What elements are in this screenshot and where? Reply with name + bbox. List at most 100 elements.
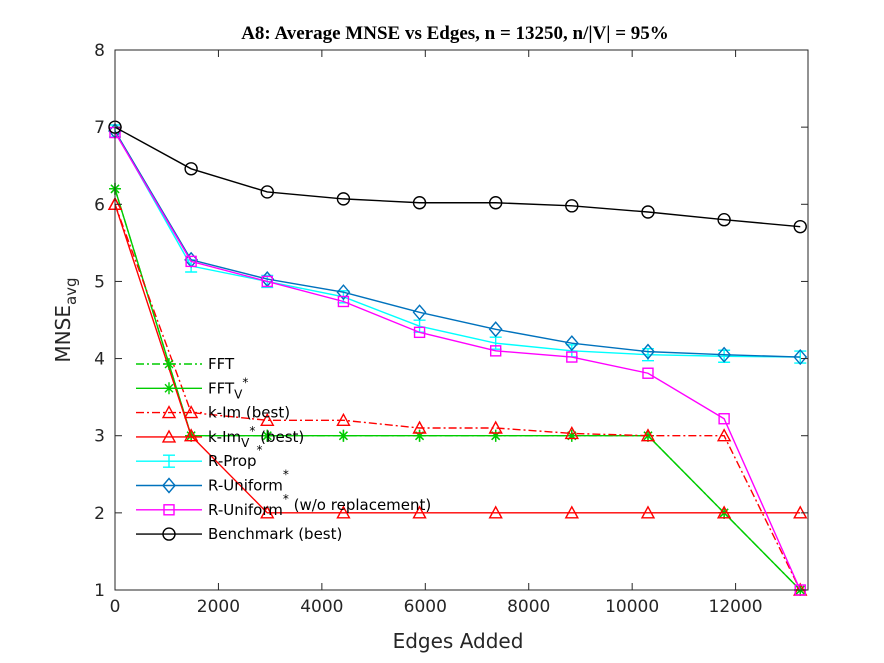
legend-label-name: FFT <box>208 379 235 397</box>
data-point <box>641 343 655 360</box>
legend-label-name-sub: V <box>241 436 250 450</box>
x-tick-label: 2000 <box>197 597 240 617</box>
series-line <box>114 130 801 358</box>
y-axis-label-sub: avg <box>62 277 80 305</box>
series-line <box>114 204 801 514</box>
data-point <box>163 454 175 468</box>
x-axis-label: Edges Added <box>393 629 524 653</box>
data-point <box>184 162 198 176</box>
y-axis-label: MNSEavg <box>51 277 80 362</box>
data-point <box>488 196 503 210</box>
data-point <box>336 192 351 206</box>
data-point <box>162 527 176 541</box>
y-tick-label: 2 <box>94 504 105 524</box>
data-point <box>260 412 275 426</box>
series-6 <box>109 126 806 596</box>
legend-item: k-Im (best) <box>136 404 290 422</box>
legend-item: R-Prop* <box>136 443 263 470</box>
legend-label-name: k-Im (best) <box>208 404 290 422</box>
series-line <box>114 126 801 228</box>
legend-item: FFT <box>136 355 235 373</box>
data-point <box>162 477 176 494</box>
legend-label: R-Prop* <box>208 443 263 470</box>
y-tick-label: 4 <box>94 350 105 370</box>
legend-label: k-ImV* (best) <box>208 424 304 450</box>
legend-label: FFT <box>208 355 235 373</box>
x-tick-label: 0 <box>110 597 121 617</box>
data-point <box>185 255 197 268</box>
chart-title: A8: Average MNSE vs Edges, n = 13250, n/… <box>241 23 669 44</box>
data-point <box>793 219 807 234</box>
x-tick-label: 12000 <box>709 597 763 617</box>
data-point <box>793 505 808 519</box>
plot-frame <box>114 49 809 591</box>
data-point <box>260 505 275 519</box>
data-point <box>717 213 731 227</box>
series-line <box>114 204 801 591</box>
chart-marks <box>107 120 808 596</box>
data-point <box>489 429 502 442</box>
legend-label-name: R-Uniform <box>208 477 283 495</box>
data-point <box>412 505 427 519</box>
data-point <box>337 295 350 308</box>
data-point <box>260 185 274 199</box>
data-point <box>640 428 656 442</box>
legend-label-name: R-Uniform <box>208 501 283 519</box>
data-point <box>413 429 426 442</box>
legend-label-name: k-Im <box>208 428 241 446</box>
data-point <box>336 284 351 301</box>
data-point <box>564 425 579 440</box>
data-point <box>163 358 175 370</box>
data-point <box>641 205 655 219</box>
data-point <box>163 504 175 516</box>
data-point <box>716 505 732 519</box>
y-axis-label-main: MNSE <box>51 305 75 363</box>
legend-label-name: FFT <box>208 355 235 373</box>
data-point <box>489 345 502 357</box>
data-point <box>163 382 175 395</box>
legend-label-name-suffix: (best) <box>255 428 304 446</box>
data-point <box>564 505 579 519</box>
data-point <box>336 505 351 519</box>
x-tick-label: 8000 <box>507 597 550 617</box>
data-point <box>640 505 656 519</box>
legend-label-name-sup: * <box>249 424 255 438</box>
data-point <box>565 199 579 213</box>
series-line <box>114 130 801 358</box>
axis-ticks: 0 2000 4000 6000 8000 10000 12000 1 2 3 4 5 6 7 8 <box>94 41 808 617</box>
data-point <box>412 420 427 434</box>
x-tick-label: 4000 <box>300 597 343 617</box>
data-point <box>716 428 732 442</box>
y-tick-label: 6 <box>94 195 105 215</box>
x-tick-label: 6000 <box>404 597 447 617</box>
series-3 <box>107 196 808 519</box>
legend-label: k-Im (best) <box>208 404 290 422</box>
data-point <box>488 505 503 519</box>
data-point <box>566 351 578 363</box>
series-line <box>114 132 801 591</box>
series-line <box>114 188 801 591</box>
legend-label-name: R-Prop <box>208 452 257 470</box>
legend-label: R-Uniform* <box>208 468 289 495</box>
data-point <box>718 413 730 425</box>
legend-item: R-Uniform* (w/o replacement) <box>136 492 431 519</box>
legend-label-name-suffix: (w/o replacement) <box>289 496 431 514</box>
data-point <box>337 429 350 442</box>
legend-label: R-Uniform* (w/o replacement) <box>208 492 431 519</box>
y-tick-label: 8 <box>94 41 105 61</box>
data-point <box>488 420 503 434</box>
y-tick-label: 1 <box>94 581 105 601</box>
y-tick-label: 3 <box>94 427 105 447</box>
legend-label: FFTV* <box>208 375 248 401</box>
data-point <box>183 428 199 442</box>
data-point <box>412 196 427 210</box>
data-point <box>488 321 503 338</box>
data-point <box>565 429 578 442</box>
y-tick-label: 5 <box>94 272 105 292</box>
data-point <box>793 348 808 366</box>
legend-label-name-sup: * <box>283 492 289 506</box>
data-point <box>261 275 273 288</box>
data-point <box>412 304 427 321</box>
